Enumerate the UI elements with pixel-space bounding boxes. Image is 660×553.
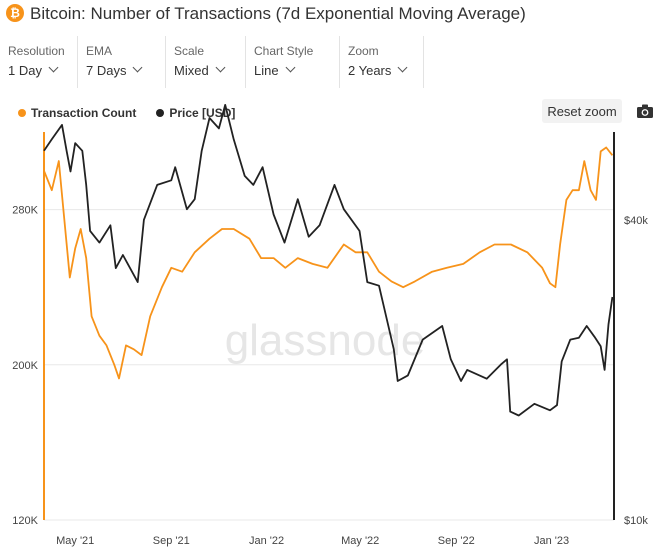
scale-dropdown[interactable]: Scale Mixed [166, 36, 246, 88]
legend-price[interactable]: Price [USD] [156, 106, 235, 120]
legend-label: Transaction Count [31, 106, 137, 120]
series-lines [43, 104, 614, 417]
left-tick-label: 120K [12, 515, 38, 527]
x-tick-label: Jan '22 [249, 535, 284, 547]
tick-labels: 120K 200K 280K $10k $40k May '21 Sep '21 Jan '2… [12, 205, 648, 547]
camera-icon[interactable] [636, 102, 654, 120]
resolution-label: Resolution [8, 44, 65, 58]
zoom-label: Zoom [348, 44, 379, 58]
resolution-value: 1 Day [8, 63, 42, 78]
x-tick-label: Sep '21 [153, 535, 190, 547]
ema-value: 7 Days [86, 63, 127, 78]
bitcoin-icon: ₿ [6, 4, 24, 22]
scale-value: Mixed [174, 63, 209, 78]
chart-style-value: Line [254, 63, 279, 78]
chart-style-label: Chart Style [254, 44, 314, 58]
resolution-dropdown[interactable]: Resolution 1 Day [0, 36, 78, 88]
transaction-count-line [43, 146, 614, 380]
x-tick-label: Jan '23 [534, 535, 569, 547]
chart-controls: Resolution 1 Day EMA 7 Days Scale Mixed … [0, 36, 660, 88]
x-tick-label: Sep '22 [438, 535, 475, 547]
legend-dot-icon [156, 109, 165, 117]
price-line [43, 104, 614, 417]
right-tick-label: $40k [624, 215, 648, 227]
ema-label: EMA [86, 44, 113, 58]
grid-lines [44, 209, 614, 521]
title-bar: ₿ Bitcoin: Number of Transactions (7d Ex… [0, 0, 660, 28]
x-tick-label: May '21 [56, 535, 94, 547]
left-tick-label: 200K [12, 360, 38, 372]
left-tick-label: 280K [12, 205, 38, 217]
zoom-dropdown[interactable]: Zoom 2 Years [340, 36, 424, 88]
legend-dot-icon [18, 109, 26, 117]
scale-label: Scale [174, 44, 205, 58]
legend-label: Price [USD] [169, 106, 236, 120]
reset-zoom-button[interactable]: Reset zoom [542, 99, 622, 123]
chart-style-dropdown[interactable]: Chart Style Line [246, 36, 340, 88]
page-title: Bitcoin: Number of Transactions (7d Expo… [30, 4, 526, 23]
chart-legend: Transaction Count Price [USD] [18, 106, 255, 120]
ema-dropdown[interactable]: EMA 7 Days [78, 36, 166, 88]
axes [43, 132, 615, 520]
right-tick-label: $10k [624, 515, 648, 527]
zoom-value: 2 Years [348, 63, 392, 78]
x-tick-label: May '22 [341, 535, 379, 547]
legend-transaction-count[interactable]: Transaction Count [18, 106, 136, 120]
